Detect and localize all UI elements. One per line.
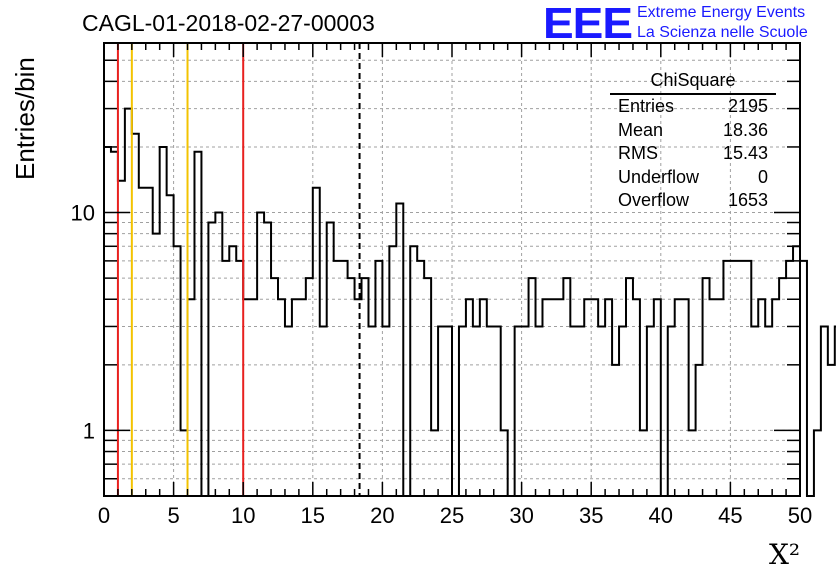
stats-title: ChiSquare [610,69,776,95]
logo-line-1: Extreme Energy Events [637,4,806,21]
x-tick-label: 35 [579,503,603,528]
chart-title: CAGL-01-2018-02-27-00003 [82,10,375,36]
x-tick-label: 25 [440,503,464,528]
x-tick-label: 10 [231,503,255,528]
y-tick-label: 1 [83,418,95,443]
stats-value: 15.43 [722,143,768,163]
stats-row-entries: Entries 2195 [610,95,776,119]
logo-caption: Extreme Energy Events La Scienza nelle S… [637,3,808,43]
stats-label: RMS [618,143,658,163]
stats-value: 1653 [727,190,768,210]
x-tick-label: 5 [167,503,179,528]
stats-value: 0 [757,166,768,187]
x-tick-label: 15 [301,503,325,528]
x-tick-label: 0 [98,503,110,528]
stats-label: Entries [618,96,675,116]
logo-line-2: La Scienza nelle Scuole [637,24,808,41]
stats-value: 2195 [727,96,768,116]
stats-value: 18.36 [722,119,768,140]
stats-label: Underflow [618,166,700,187]
stats-row-mean: Mean 18.36 [610,119,776,143]
x-tick-label: 50 [788,503,812,528]
x-tick-label: 30 [509,503,533,528]
stats-row-underflow: Underflow 0 [610,166,776,190]
x-tick-label: 45 [718,503,742,528]
histogram-series [104,107,836,497]
y-tick-label: 10 [71,201,95,226]
y-axis-label: Entries/bin [10,57,40,180]
stats-row-rms: RMS 15.43 [610,142,776,166]
stats-box: ChiSquare Entries 2195 Mean 18.36 RMS 15.43… [610,69,776,213]
x-tick-label: 40 [649,503,673,528]
x-axis-label: X² [769,538,801,571]
stats-label: Overflow [618,190,690,210]
stats-row-overflow: Overflow 1653 [610,189,776,213]
x-tick-label: 20 [370,503,394,528]
stats-label: Mean [618,119,664,140]
eee-logo: EEE [543,0,633,48]
